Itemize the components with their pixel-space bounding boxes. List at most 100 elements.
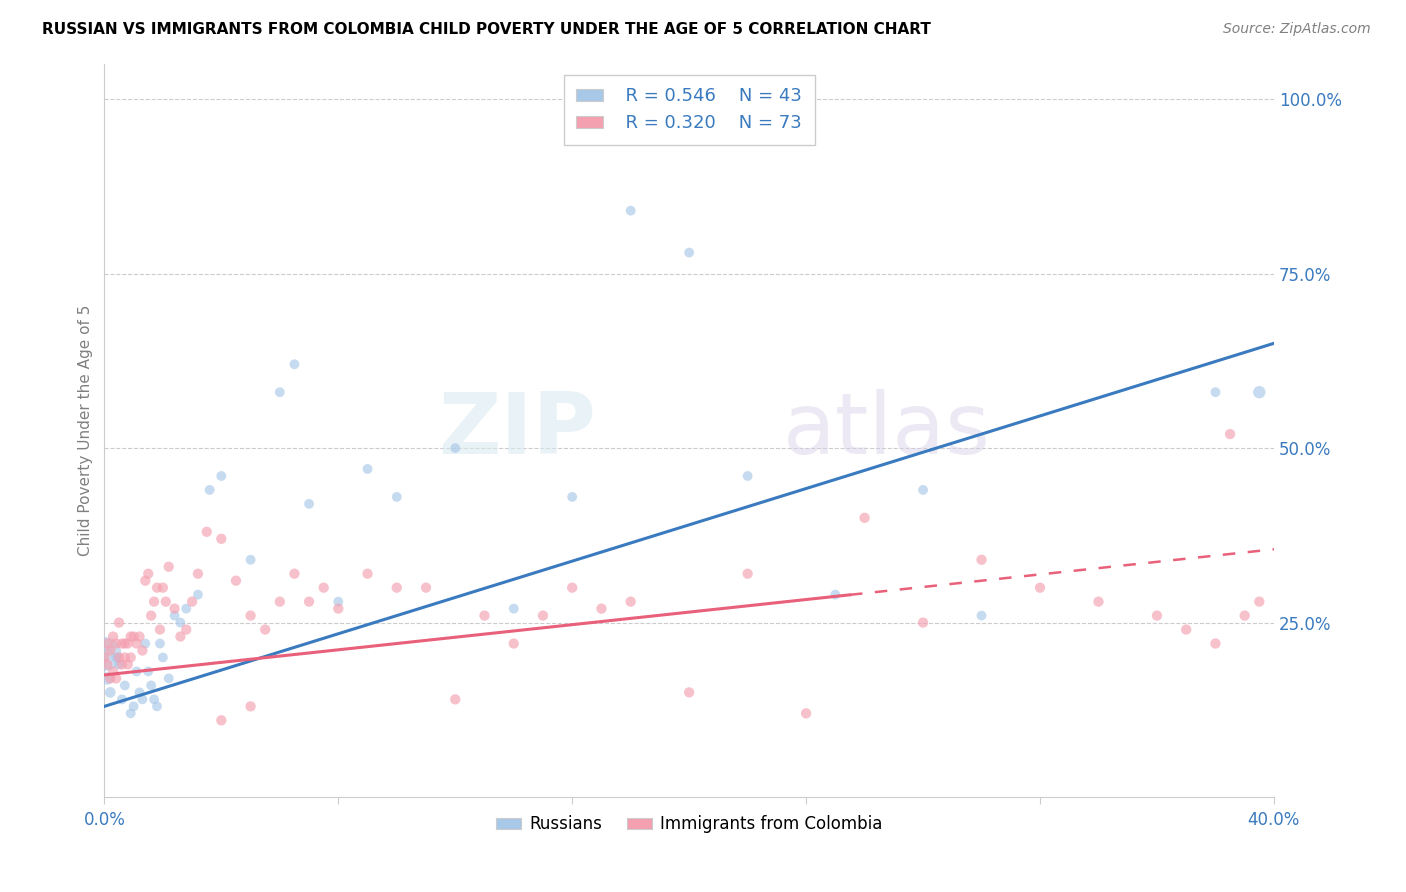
Point	[298, 594, 321, 608]
Point	[187, 588, 209, 602]
Point	[155, 594, 177, 608]
Point	[620, 594, 643, 608]
Point	[120, 630, 142, 644]
Point	[152, 650, 174, 665]
Point	[111, 692, 134, 706]
Point	[114, 636, 136, 650]
Point	[93, 647, 115, 661]
Point	[141, 608, 163, 623]
Point	[108, 650, 131, 665]
Point	[328, 601, 350, 615]
Point	[1087, 594, 1109, 608]
Point	[239, 608, 262, 623]
Point	[149, 636, 172, 650]
Point	[283, 566, 305, 581]
Point	[136, 566, 159, 581]
Point	[120, 706, 142, 721]
Point	[146, 699, 169, 714]
Point	[96, 636, 118, 650]
Point	[1175, 623, 1198, 637]
Point	[678, 685, 700, 699]
Point	[283, 357, 305, 371]
Point	[174, 623, 197, 637]
Point	[125, 665, 148, 679]
Point	[143, 594, 166, 608]
Point	[254, 623, 277, 637]
Point	[385, 490, 408, 504]
Point	[131, 692, 153, 706]
Point	[356, 566, 378, 581]
Point	[1029, 581, 1052, 595]
Point	[181, 594, 204, 608]
Point	[157, 672, 180, 686]
Point	[1204, 636, 1226, 650]
Point	[98, 672, 121, 686]
Point	[149, 623, 172, 637]
Point	[131, 643, 153, 657]
Point	[853, 511, 876, 525]
Point	[912, 615, 935, 630]
Point	[385, 581, 408, 595]
Point	[444, 692, 467, 706]
Point	[561, 490, 583, 504]
Point	[134, 636, 156, 650]
Point	[198, 483, 221, 497]
Point	[209, 714, 232, 728]
Point	[169, 615, 191, 630]
Point	[269, 385, 291, 400]
Point	[225, 574, 247, 588]
Point	[114, 678, 136, 692]
Point	[1233, 608, 1256, 623]
Point	[620, 203, 643, 218]
Point	[98, 685, 121, 699]
Text: ZIP: ZIP	[437, 389, 596, 472]
Point	[96, 657, 118, 672]
Point	[136, 665, 159, 679]
Point	[96, 672, 118, 686]
Point	[794, 706, 817, 721]
Point	[209, 469, 232, 483]
Y-axis label: Child Poverty Under the Age of 5: Child Poverty Under the Age of 5	[79, 305, 93, 557]
Point	[143, 692, 166, 706]
Point	[114, 650, 136, 665]
Point	[169, 630, 191, 644]
Point	[111, 657, 134, 672]
Point	[1204, 385, 1226, 400]
Point	[737, 566, 759, 581]
Point	[128, 685, 150, 699]
Point	[561, 581, 583, 595]
Point	[239, 699, 262, 714]
Point	[356, 462, 378, 476]
Point	[591, 601, 613, 615]
Point	[108, 615, 131, 630]
Point	[141, 678, 163, 692]
Text: atlas: atlas	[783, 389, 991, 472]
Point	[312, 581, 335, 595]
Point	[105, 650, 128, 665]
Point	[328, 594, 350, 608]
Point	[125, 636, 148, 650]
Point	[678, 245, 700, 260]
Point	[128, 630, 150, 644]
Point	[117, 636, 139, 650]
Point	[187, 566, 209, 581]
Point	[122, 699, 145, 714]
Point	[111, 636, 134, 650]
Point	[174, 601, 197, 615]
Point	[239, 553, 262, 567]
Point	[1249, 594, 1271, 608]
Point	[157, 559, 180, 574]
Point	[970, 608, 993, 623]
Point	[122, 630, 145, 644]
Point	[970, 553, 993, 567]
Point	[298, 497, 321, 511]
Point	[912, 483, 935, 497]
Text: Source: ZipAtlas.com: Source: ZipAtlas.com	[1223, 22, 1371, 37]
Point	[120, 650, 142, 665]
Point	[474, 608, 496, 623]
Point	[105, 672, 128, 686]
Point	[737, 469, 759, 483]
Point	[163, 601, 186, 615]
Point	[152, 581, 174, 595]
Point	[444, 441, 467, 455]
